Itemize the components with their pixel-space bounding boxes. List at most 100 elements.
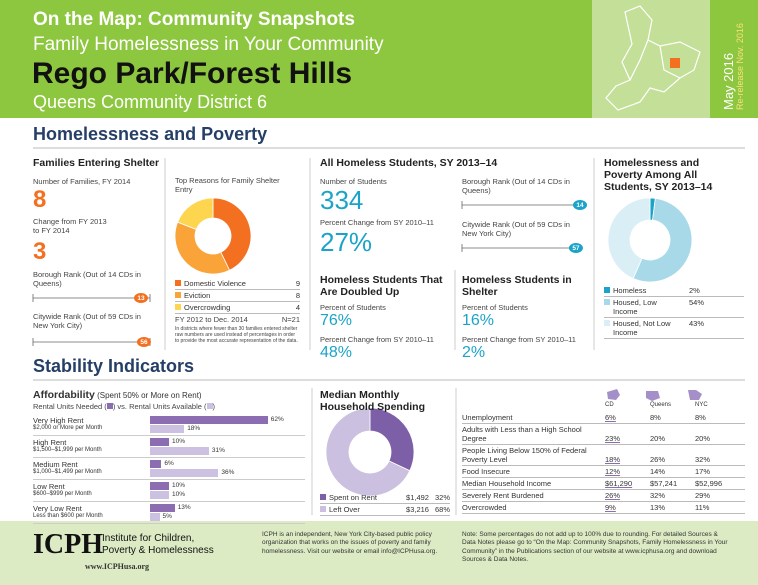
row-label: Adults with Less than a High School Degr…	[462, 425, 582, 443]
bar-label: 6%	[164, 460, 174, 467]
rank-value: 56	[140, 339, 148, 346]
bar-needed	[150, 504, 175, 512]
rank-value: 13	[137, 295, 145, 302]
affordability-title: Affordability (Spent 50% or More on Rent…	[33, 389, 202, 401]
row-label: Overcrowded	[462, 503, 507, 512]
bar-label: 10%	[172, 491, 186, 498]
legend-name: Spent on Rent	[329, 493, 377, 502]
title-note: (Spent 50% or More on Rent)	[97, 391, 202, 400]
families: 8	[33, 186, 47, 213]
date: May 2016	[721, 52, 736, 110]
affordability-row: High Rent $1,500–$1,999 per Month 10% 31%	[33, 436, 305, 458]
legend-name: Domestic Violence	[184, 279, 246, 288]
column-header: CD	[605, 402, 614, 408]
row-label: Food Insecure	[462, 467, 510, 476]
period: FY 2012 to Dec. 2014	[175, 315, 248, 324]
table-cell: $52,996	[695, 479, 723, 488]
row-label: People Living Below 150% of Federal Pove…	[462, 446, 587, 464]
legend-row: Housed, Low Income 54%	[604, 297, 744, 318]
bar-label: 31%	[211, 447, 225, 454]
table-cell: 8%	[695, 413, 706, 422]
table-cell: $57,241	[650, 479, 678, 488]
section-title: Homelessness and Poverty	[33, 124, 268, 144]
rent-range: $1,500–$1,999 per Month	[33, 447, 102, 453]
map-outline	[605, 5, 701, 111]
bar-needed	[150, 416, 268, 424]
label: Percent of Students	[462, 303, 528, 312]
legend-row: Homeless 2%	[604, 285, 744, 297]
label: Citywide Rank (Out of 59 CDs in New York…	[33, 312, 141, 330]
doubled-pct: 76%	[320, 312, 353, 329]
map-district	[670, 58, 680, 68]
reasons-period: FY 2012 to Dec. 2014 N=21	[175, 315, 300, 324]
affordability-row: Low Rent $600–$999 per Month 10% 10%	[33, 480, 305, 502]
bar-label: 13%	[177, 504, 191, 511]
legend-value: 32%	[434, 493, 450, 502]
legend-row: Overcrowding 4	[175, 302, 300, 314]
table-cell: 20%	[650, 434, 666, 443]
bar-needed	[150, 482, 169, 490]
label: Percent Change from SY 2010–11	[320, 335, 434, 344]
row-label: Severely Rent Burdened	[462, 491, 544, 500]
bar-available	[150, 447, 209, 455]
table-cell: 8%	[650, 413, 661, 422]
doubled-change: 48%	[320, 344, 353, 361]
reasons-note: In districts where fewer than 30 familie…	[175, 326, 298, 344]
legend-swatch	[106, 403, 113, 409]
legend-swatch	[320, 506, 326, 512]
date-block: May 2016 Re-release Nov. 2016	[721, 23, 746, 110]
affordability-row: Medium Rent $1,000–$1,499 per Month 6% 36%	[33, 458, 305, 480]
legend-name: Housed, Low Income	[613, 298, 657, 316]
change: 3	[33, 238, 47, 265]
legend-value: 8	[295, 291, 300, 300]
legend-value: 54%	[689, 298, 705, 307]
donut-slice	[174, 221, 231, 275]
n: N=21	[281, 315, 300, 324]
table-cell: 6%	[605, 413, 616, 422]
bar-label: 10%	[172, 482, 186, 489]
affordability-row: Very High Rent $2,000 or More per Month 62…	[33, 414, 305, 436]
rerelease: Re-release Nov. 2016	[735, 23, 746, 110]
legend-name: Eviction	[184, 291, 211, 300]
table-cell: 14%	[650, 467, 666, 476]
icon-queens	[646, 391, 660, 401]
org-name: Institute for Children, Poverty & Homele…	[102, 533, 214, 556]
district-name: Queens Community District 6	[33, 92, 268, 112]
bar-label: 36%	[221, 469, 235, 476]
rent-range: Less than $600 per Month	[33, 513, 103, 519]
table-cell: 26%	[605, 491, 621, 500]
legend-swatch	[320, 494, 326, 500]
donut-slice	[325, 407, 411, 497]
icon-nyc	[688, 390, 702, 400]
url: www.ICPHusa.org	[85, 562, 150, 571]
legend-swatch	[206, 403, 213, 409]
label: Borough Rank (Out of 14 CDs in Queens)	[33, 270, 141, 288]
legend-row: Eviction 8	[175, 290, 300, 302]
donut-slice	[212, 197, 252, 271]
table-cell: 9%	[605, 503, 616, 512]
map-borough-lines	[629, 39, 681, 81]
legend-name: Housed, Not Low Income	[613, 319, 671, 337]
table-cell: 23%	[605, 434, 621, 443]
table-cell: 20%	[695, 434, 711, 443]
legend-row: Housed, Not Low Income 43%	[604, 318, 744, 339]
legend-name: Homeless	[613, 286, 647, 295]
students-title: All Homeless Students, SY 2013–14	[320, 157, 498, 169]
table-spacer	[462, 402, 605, 412]
legend-swatch	[175, 304, 181, 310]
column-header: Queens	[650, 402, 672, 408]
table-cell: 29%	[695, 491, 711, 500]
spending-legend: Spent on Rent $1,492 32% Left Over $3,216 68%	[320, 492, 450, 516]
legend-name: Left Over	[329, 505, 360, 514]
row-label: Median Household Income	[462, 479, 552, 488]
table-header: CD Queens NYC	[462, 402, 745, 412]
legend-swatch	[604, 320, 610, 326]
legend-swatch	[604, 299, 610, 305]
legend-name: Overcrowding	[184, 303, 231, 312]
nyc-map	[605, 5, 701, 111]
bar-available	[150, 425, 185, 433]
legend-swatch	[604, 287, 610, 293]
table-cell: $61,290	[605, 479, 633, 488]
footer-band	[0, 521, 758, 585]
